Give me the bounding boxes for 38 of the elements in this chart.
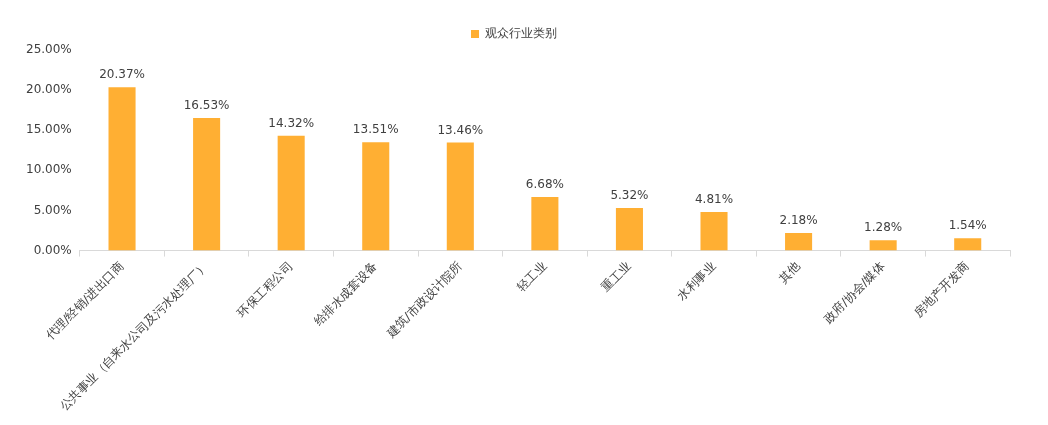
- bar: [277, 135, 305, 251]
- data-label: 13.46%: [437, 122, 484, 137]
- bar: [700, 211, 728, 251]
- data-label: 13.51%: [352, 122, 399, 137]
- bar: [531, 196, 559, 251]
- data-label: 20.37%: [99, 67, 145, 82]
- x-tick-label: 其他: [776, 259, 803, 286]
- y-tick-label: 25.00%: [25, 42, 72, 57]
- y-tick-label: 0.00%: [33, 242, 72, 257]
- data-label: 14.32%: [268, 115, 315, 130]
- data-label: 4.81%: [694, 192, 734, 207]
- x-tick-label: 房地产开发商: [911, 259, 973, 320]
- y-tick-label: 20.00%: [25, 82, 72, 97]
- bar: [869, 240, 897, 251]
- bar: [785, 233, 813, 251]
- bar: [108, 87, 136, 251]
- data-label: 16.53%: [183, 98, 230, 113]
- legend-label: 观众行业类别: [485, 26, 557, 41]
- bar: [615, 207, 643, 251]
- y-tick-label: 5.00%: [33, 202, 72, 217]
- x-tick-label: 水利事业: [674, 259, 719, 303]
- x-tick-label: 重工业: [598, 259, 634, 295]
- x-tick-label: 建筑/市政设计院所: [383, 259, 465, 341]
- data-label: 6.68%: [525, 177, 564, 192]
- x-tick-label: 环保工程公司: [234, 259, 296, 320]
- bar: [446, 142, 474, 251]
- data-label: 5.32%: [610, 188, 649, 203]
- data-label: 1.54%: [948, 218, 987, 233]
- bar: [193, 117, 221, 251]
- bar: [362, 142, 390, 251]
- x-tick-label: 政府/协会/媒体: [820, 259, 888, 326]
- y-tick-label: 15.00%: [25, 122, 72, 137]
- bar: [954, 238, 982, 251]
- y-tick-label: 10.00%: [25, 162, 72, 177]
- data-label: 2.18%: [779, 213, 818, 228]
- data-label: 1.28%: [864, 220, 903, 235]
- x-tick-label: 给排水成套设备: [310, 259, 381, 329]
- x-tick-label: 轻工业: [513, 259, 550, 295]
